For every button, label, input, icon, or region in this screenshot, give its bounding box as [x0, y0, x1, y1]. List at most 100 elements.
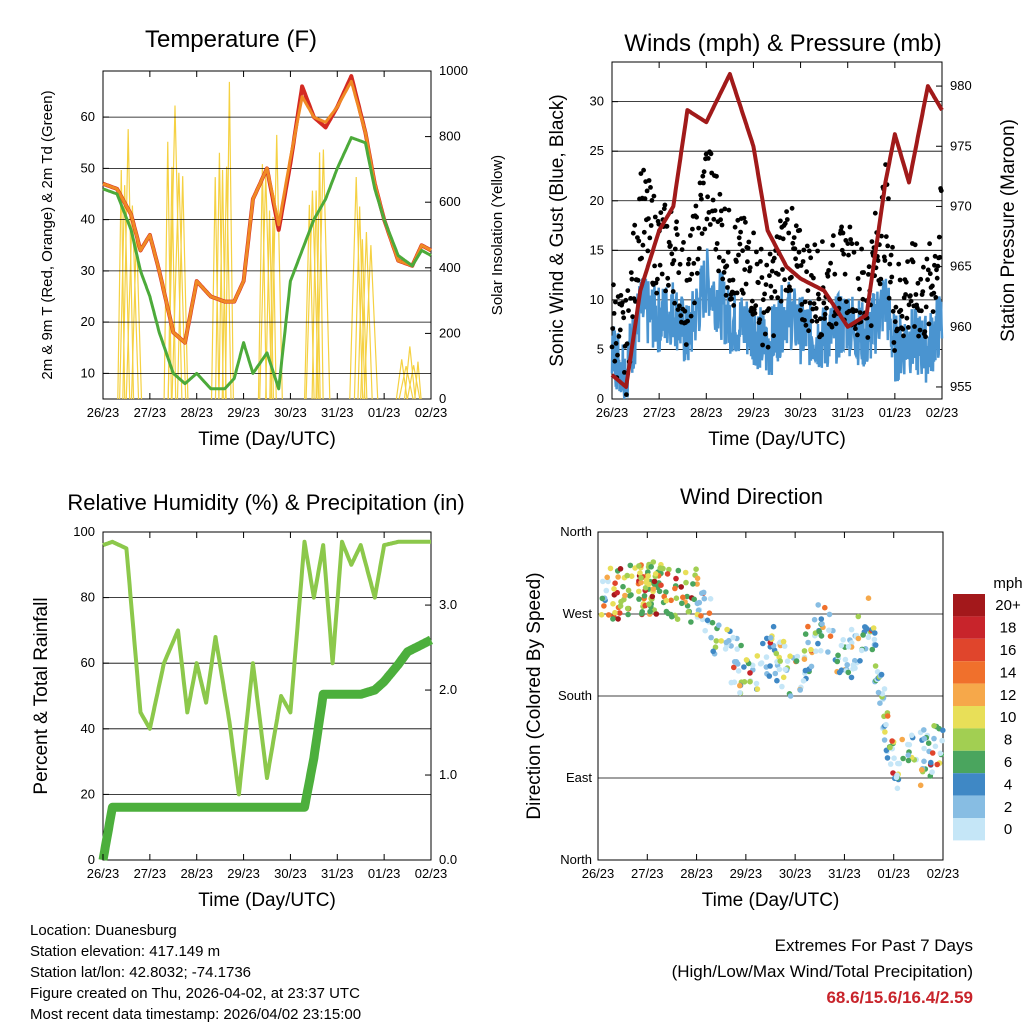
gust-point — [855, 276, 861, 281]
direction-point — [838, 642, 845, 649]
gust-point — [892, 319, 898, 325]
gust-point — [724, 263, 730, 269]
gust-point — [717, 191, 723, 197]
x-tick-label: 30/23 — [274, 866, 307, 881]
gust-point — [904, 315, 910, 321]
direction-point — [737, 682, 743, 689]
gust-point — [630, 230, 636, 236]
gust-point — [758, 259, 763, 264]
gust-point — [756, 280, 761, 286]
direction-point — [620, 583, 626, 590]
gust-point — [887, 261, 893, 267]
direction-point — [835, 652, 841, 659]
direction-point — [611, 586, 617, 592]
gust-point — [815, 291, 821, 297]
gust-point — [824, 305, 829, 311]
direction-point — [921, 727, 927, 733]
direction-point — [813, 648, 819, 654]
gust-point — [849, 241, 855, 247]
gust-point — [786, 230, 792, 236]
gust-point — [851, 249, 857, 255]
gust-point — [806, 328, 811, 334]
direction-point — [887, 744, 893, 751]
direction-point — [612, 580, 618, 586]
gust-point — [725, 249, 731, 255]
y2-tick-label: 2.0 — [439, 682, 457, 697]
solar-spike — [125, 205, 140, 400]
x-tick-label: 26/23 — [87, 405, 120, 420]
gust-point — [645, 248, 651, 254]
direction-point — [610, 601, 616, 607]
legend-swatch — [953, 750, 985, 774]
y-tick-label: 60 — [81, 655, 95, 670]
gust-point — [886, 295, 892, 301]
gust-point — [681, 240, 686, 245]
gust-point — [652, 214, 658, 220]
gust-point — [771, 333, 776, 339]
direction-point — [741, 679, 748, 685]
x-axis-label: Time (Day/UTC) — [702, 890, 840, 911]
gust-point — [768, 283, 774, 289]
direction-point — [658, 582, 664, 588]
gust-point — [869, 239, 875, 245]
gust-point — [690, 226, 695, 232]
gust-point — [703, 151, 709, 157]
gust-point — [801, 247, 807, 253]
direction-point — [610, 616, 616, 622]
solar-spike — [406, 365, 421, 400]
direction-point — [918, 767, 925, 773]
direction-point — [624, 605, 631, 612]
x-tick-label: 28/23 — [180, 866, 213, 881]
gust-point — [877, 281, 883, 287]
gust-point — [811, 301, 817, 306]
direction-point — [731, 664, 737, 671]
temperature-chart: 10203040506002004006008001000Temperature… — [39, 26, 506, 450]
gust-point — [678, 313, 684, 318]
gust-point — [745, 245, 751, 251]
direction-point — [818, 648, 824, 654]
gust-point — [780, 267, 785, 272]
y-tick-label: 10 — [590, 292, 604, 307]
direction-point — [712, 644, 719, 650]
y-tick-label: 20 — [81, 786, 95, 801]
solar-spike — [414, 361, 422, 400]
direction-point — [777, 658, 783, 664]
y2-tick-label: 965 — [950, 259, 972, 274]
x-tick-label: 27/23 — [631, 866, 664, 881]
direction-point — [718, 638, 724, 644]
direction-point — [852, 665, 858, 671]
direction-point — [679, 600, 685, 607]
gust-point — [825, 273, 831, 279]
direction-point — [774, 677, 780, 684]
direction-point — [688, 619, 694, 625]
direction-point — [899, 736, 905, 743]
direction-point — [754, 653, 761, 659]
gust-point — [628, 270, 634, 275]
direction-point — [934, 761, 940, 768]
direction-point — [872, 630, 878, 636]
y-axis-label: 2m & 9m T (Red, Orange) & 2m Td (Green) — [39, 90, 56, 379]
gust-point — [767, 251, 773, 257]
gust-point — [702, 226, 708, 232]
gust-point — [898, 307, 904, 313]
series-gust — [609, 149, 944, 397]
direction-point — [893, 774, 900, 781]
direction-point — [642, 585, 649, 591]
direction-point — [877, 700, 883, 706]
series-total-precipitation — [98, 635, 435, 861]
gust-point — [931, 290, 937, 296]
gust-point — [853, 326, 858, 332]
direction-point — [649, 593, 656, 600]
direction-point — [896, 760, 903, 767]
direction-point — [781, 643, 788, 649]
y2-tick-label: 0.0 — [439, 852, 457, 867]
direction-point — [779, 683, 785, 690]
solar-spike — [122, 129, 135, 400]
legend-swatch — [953, 706, 985, 729]
gust-point — [840, 230, 846, 236]
gust-point — [804, 269, 809, 275]
gust-point — [721, 270, 727, 275]
gust-point — [642, 196, 648, 202]
direction-point — [709, 619, 716, 626]
gust-point — [734, 290, 740, 296]
